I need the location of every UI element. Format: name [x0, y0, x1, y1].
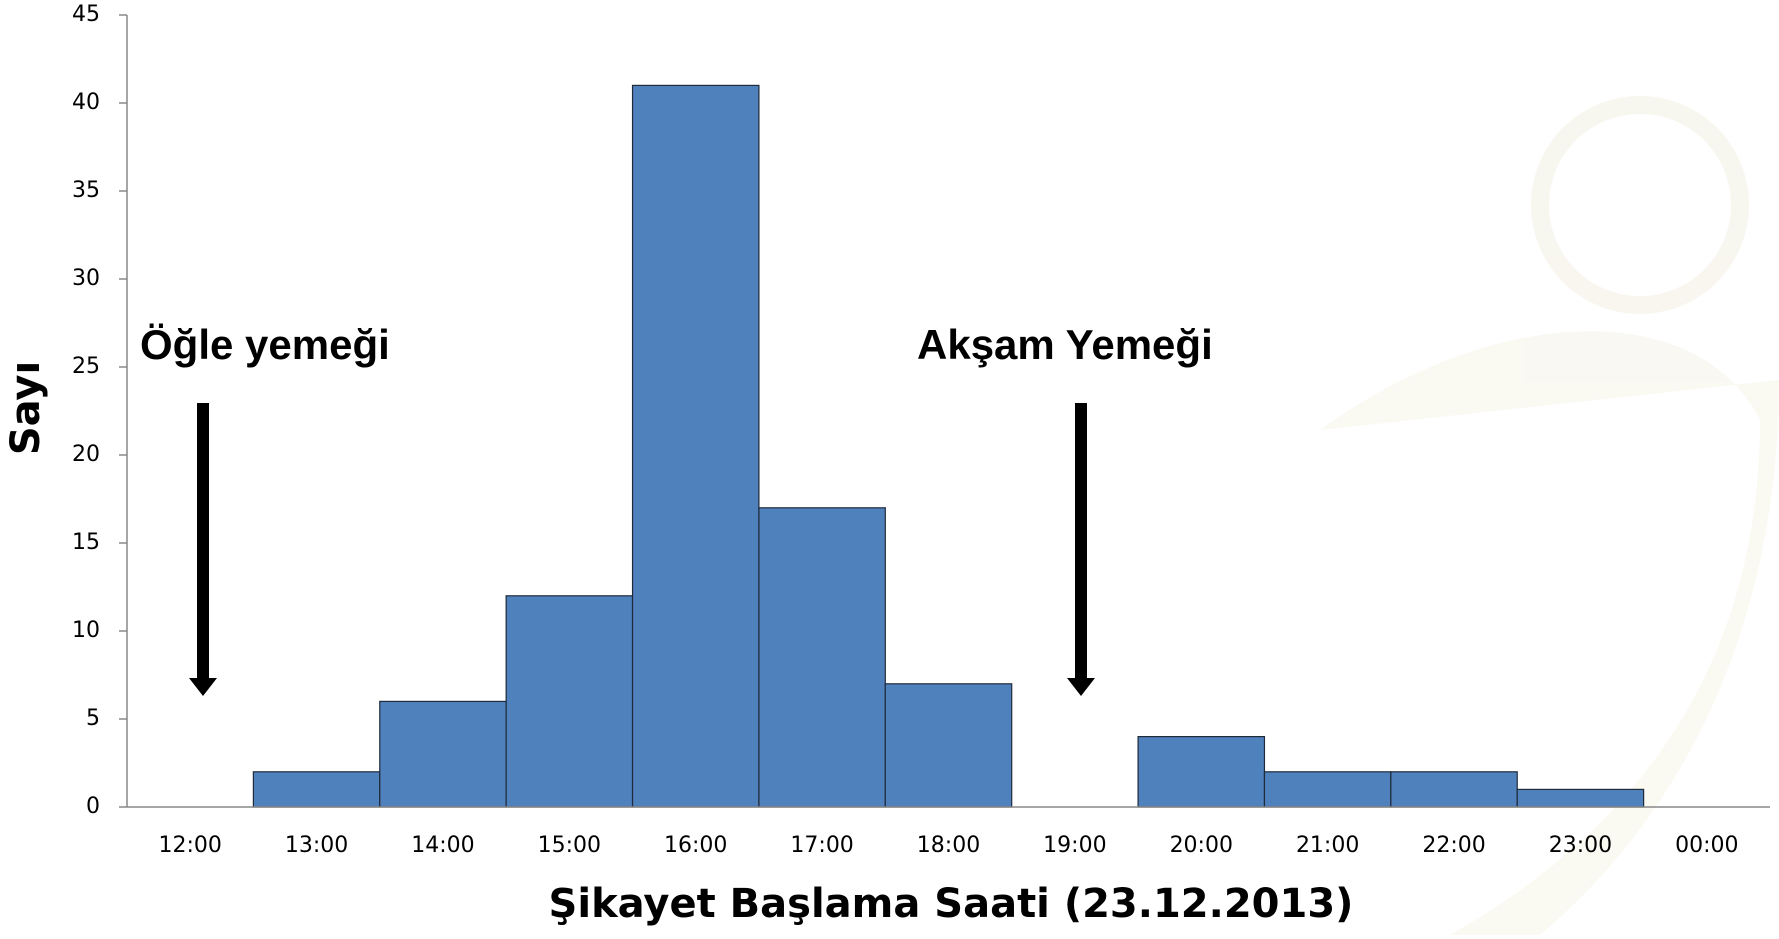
x-axis-title: Şikayet Başlama Saati (23.12.2013): [549, 881, 1354, 927]
x-tick-label: 23:00: [1549, 833, 1612, 858]
bar: [1263, 771, 1392, 808]
bar: [1516, 788, 1645, 808]
bar: [758, 507, 886, 808]
x-tick-label: 00:00: [1675, 833, 1738, 858]
y-tick-label: 40: [72, 90, 100, 115]
x-tick-label: 22:00: [1422, 833, 1485, 858]
bar: [884, 683, 1013, 808]
annotation: Öğle yemeği: [140, 321, 390, 368]
x-tick-label: 16:00: [664, 833, 727, 858]
x-tick-label: 13:00: [285, 833, 348, 858]
bar: [1137, 735, 1266, 808]
x-tick-label: 12:00: [158, 833, 221, 858]
y-tick-label: 15: [72, 530, 100, 555]
bar: [631, 84, 760, 808]
x-tick-label: 17:00: [790, 833, 853, 858]
bar: [505, 595, 634, 808]
x-tick-label: 18:00: [917, 833, 980, 858]
y-tick-label: 20: [72, 442, 100, 467]
y-tick-label: 30: [72, 266, 100, 291]
bar: [379, 700, 507, 808]
x-tick-label: 19:00: [1043, 833, 1106, 858]
bar: [252, 771, 381, 808]
y-axis-title: Sayı: [3, 361, 49, 455]
y-tick-label: 45: [72, 2, 100, 27]
y-tick-label: 5: [86, 706, 100, 731]
annotation: Akşam Yemeği: [917, 321, 1213, 368]
y-tick-label: 25: [72, 354, 100, 379]
y-tick-label: 0: [86, 794, 100, 819]
arrow: [189, 403, 217, 696]
x-tick-label: 21:00: [1296, 833, 1359, 858]
x-tick-label: 14:00: [411, 833, 474, 858]
y-tick-label: 10: [72, 618, 100, 643]
x-tick-label: 20:00: [1170, 833, 1233, 858]
background-decoration: [1320, 96, 1779, 935]
arrow: [1067, 403, 1095, 696]
bar: [1390, 771, 1518, 808]
y-tick-label: 35: [72, 178, 100, 203]
x-tick-label: 15:00: [538, 833, 601, 858]
